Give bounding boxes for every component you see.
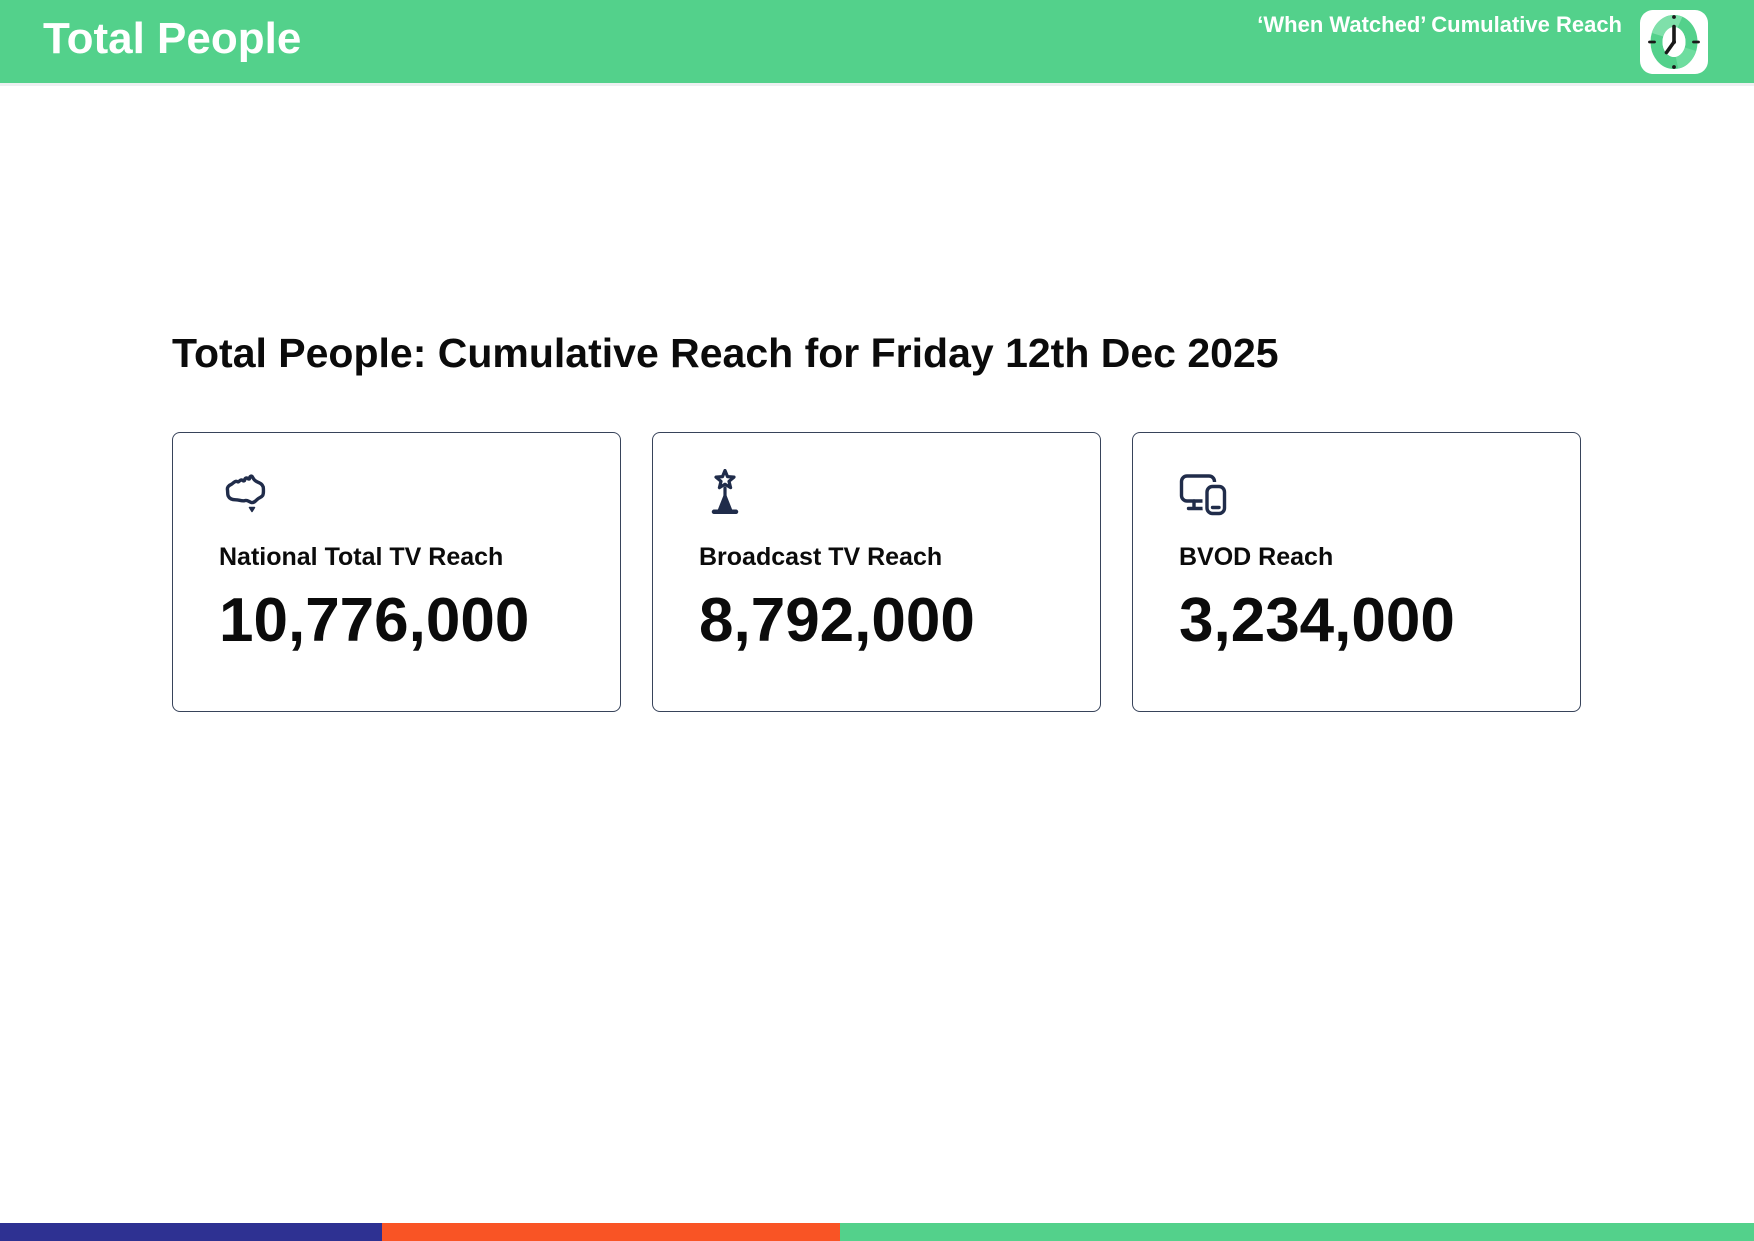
australia-map-icon [219,469,271,521]
footer-segment-blue [0,1223,383,1241]
footer-segment-green [839,1223,1754,1241]
kpi-label: Broadcast TV Reach [699,543,943,571]
kpi-label: National Total TV Reach [219,543,504,571]
page-title: Total People [43,14,302,63]
kpi-card-broadcast-tv: Broadcast TV Reach 8,792,000 [652,432,1101,712]
footer-segment-orange [382,1223,840,1241]
footer-brand-bar [0,1223,1754,1241]
kpi-card-row: National Total TV Reach 10,776,000 Broad… [172,432,1581,712]
kpi-card-national-total-tv: National Total TV Reach 10,776,000 [172,432,621,712]
kpi-label: BVOD Reach [1179,543,1334,571]
clock-icon [1640,10,1708,74]
broadcast-tower-icon [699,468,751,521]
kpi-value: 10,776,000 [219,586,530,655]
kpi-value: 3,234,000 [1179,586,1455,655]
section-heading: Total People: Cumulative Reach for Frida… [172,330,1279,376]
kpi-value: 8,792,000 [699,586,975,655]
devices-icon [1179,469,1231,521]
header-bar: Total People ‘When Watched’ Cumulative R… [0,0,1754,86]
kpi-card-bvod: BVOD Reach 3,234,000 [1132,432,1581,712]
report-type-label: ‘When Watched’ Cumulative Reach [1257,12,1622,37]
